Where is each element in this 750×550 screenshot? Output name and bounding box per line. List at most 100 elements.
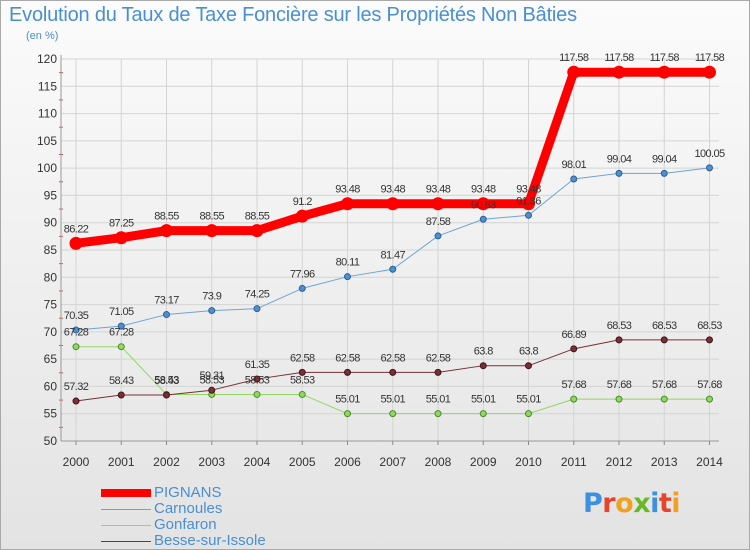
x-tick-label: 2003 [198, 455, 225, 469]
data-point-pignans [114, 231, 128, 245]
data-label-gonfaron: 57.68 [607, 379, 632, 391]
chart-title: Evolution du Taux de Taxe Foncière sur l… [9, 4, 577, 26]
x-tick-label: 2007 [379, 455, 406, 469]
data-point-besse-sur-issole [706, 336, 713, 344]
x-tick-label: 2013 [651, 455, 678, 469]
data-point-carnoules [660, 169, 668, 177]
data-point-carnoules [208, 307, 216, 315]
legend-label-besse-sur-issole: Besse-sur-Issole [154, 532, 266, 549]
data-label-besse-sur-issole: 61.35 [245, 359, 270, 371]
data-point-pignans [386, 197, 400, 211]
data-label-carnoules: 90.63 [471, 199, 496, 211]
logo-letter: r [602, 488, 616, 519]
legend-swatch-gonfaron [101, 525, 151, 526]
x-tick-label: 2002 [153, 455, 180, 469]
data-label-besse-sur-issole: 58.43 [109, 375, 134, 387]
y-tick-label: 100 [37, 161, 57, 175]
proxiti-logo: Proxiti [583, 488, 681, 519]
y-tick-label: 80 [44, 270, 58, 284]
data-point-pignans [205, 224, 219, 238]
data-point-carnoules [570, 175, 578, 183]
data-label-carnoules: 73.17 [154, 295, 179, 307]
data-label-besse-sur-issole: 68.53 [607, 320, 632, 332]
data-label-besse-sur-issole: 62.58 [380, 352, 405, 364]
data-point-besse-sur-issole [389, 368, 397, 376]
data-label-besse-sur-issole: 62.58 [335, 352, 360, 364]
data-point-carnoules [389, 265, 397, 273]
data-point-besse-sur-issole [253, 375, 261, 383]
data-label-pignans: 88.55 [154, 211, 179, 223]
x-tick-label: 2014 [696, 455, 723, 469]
data-label-gonfaron: 67.28 [109, 327, 134, 339]
data-label-gonfaron: 57.68 [697, 379, 722, 391]
data-label-besse-sur-issole: 62.58 [290, 352, 315, 364]
grid [61, 58, 719, 442]
x-tick-label: 2000 [63, 455, 90, 469]
logo-letter: i [650, 488, 659, 519]
data-label-besse-sur-issole: 68.53 [652, 320, 677, 332]
data-point-besse-sur-issole [660, 336, 668, 344]
y-tick-label: 120 [37, 52, 57, 66]
data-label-besse-sur-issole: 63.8 [474, 346, 493, 358]
data-point-pignans [69, 236, 83, 250]
data-label-pignans: 88.55 [245, 211, 270, 223]
data-point-gonfaron [389, 410, 397, 418]
data-point-carnoules [434, 232, 442, 240]
y-tick-label: 55 [44, 407, 58, 421]
data-label-carnoules: 91.36 [516, 195, 541, 207]
data-label-pignans: 117.58 [650, 52, 680, 64]
data-label-besse-sur-issole: 62.58 [426, 352, 451, 364]
data-points [69, 65, 716, 418]
y-tick-label: 110 [38, 107, 57, 121]
axes: 50 55 60 65 70 75 80 85 90 95 100 105 110 115 120 2000 2… [37, 52, 723, 469]
data-point-besse-sur-issole [117, 391, 125, 399]
logo-letter: x [633, 488, 651, 519]
data-label-gonfaron: 55.01 [471, 394, 496, 406]
data-point-pignans [160, 224, 173, 238]
data-point-carnoules [706, 164, 713, 172]
logo-letter: o [615, 488, 634, 519]
y-tick-label: 50 [44, 434, 58, 448]
data-point-pignans [341, 197, 354, 211]
y-tick-label: 75 [44, 298, 58, 312]
logo-letter: P [583, 488, 603, 519]
data-label-pignans: 93.48 [335, 184, 360, 196]
data-point-carnoules [163, 311, 170, 319]
data-point-pignans [295, 209, 309, 223]
data-label-besse-sur-issole: 58.43 [154, 375, 179, 387]
data-label-gonfaron: 58.53 [154, 374, 179, 386]
x-tick-label: 2005 [289, 455, 316, 469]
data-point-gonfaron [706, 395, 713, 403]
data-point-carnoules [253, 305, 261, 313]
data-point-pignans [567, 65, 581, 79]
data-label-carnoules: 80.11 [336, 257, 360, 269]
data-label-carnoules: 77.96 [290, 268, 315, 280]
data-point-gonfaron [117, 343, 125, 351]
data-point-gonfaron [570, 395, 578, 403]
data-label-gonfaron: 55.01 [335, 394, 360, 406]
data-label-carnoules: 81.47 [380, 249, 405, 261]
data-point-gonfaron [72, 343, 80, 351]
data-point-gonfaron [525, 410, 532, 418]
data-point-carnoules [615, 169, 623, 177]
data-label-pignans: 93.48 [516, 184, 541, 196]
data-label-carnoules: 70.35 [64, 310, 89, 322]
data-point-carnoules [298, 284, 306, 292]
data-point-pignans [703, 65, 716, 79]
y-tick-label: 105 [37, 134, 57, 148]
data-label-besse-sur-issole: 59.31 [199, 370, 224, 382]
data-label-pignans: 117.58 [695, 52, 725, 64]
data-label-carnoules: 100.05 [694, 148, 725, 160]
data-point-carnoules [344, 273, 351, 281]
x-tick-label: 2008 [425, 455, 452, 469]
data-label-pignans: 93.48 [426, 184, 451, 196]
data-point-gonfaron [298, 390, 306, 398]
data-label-gonfaron: 57.68 [561, 379, 586, 391]
data-point-pignans [431, 197, 445, 211]
data-point-pignans [657, 65, 671, 79]
data-label-besse-sur-issole: 63.8 [519, 346, 538, 358]
data-point-gonfaron [660, 395, 668, 403]
